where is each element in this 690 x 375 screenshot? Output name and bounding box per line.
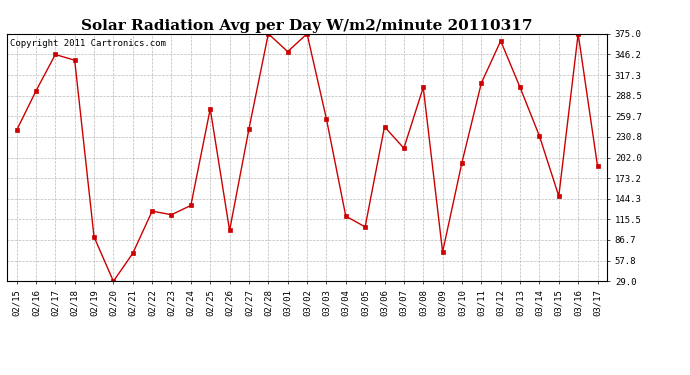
Title: Solar Radiation Avg per Day W/m2/minute 20110317: Solar Radiation Avg per Day W/m2/minute … [81, 19, 533, 33]
Text: Copyright 2011 Cartronics.com: Copyright 2011 Cartronics.com [10, 39, 166, 48]
